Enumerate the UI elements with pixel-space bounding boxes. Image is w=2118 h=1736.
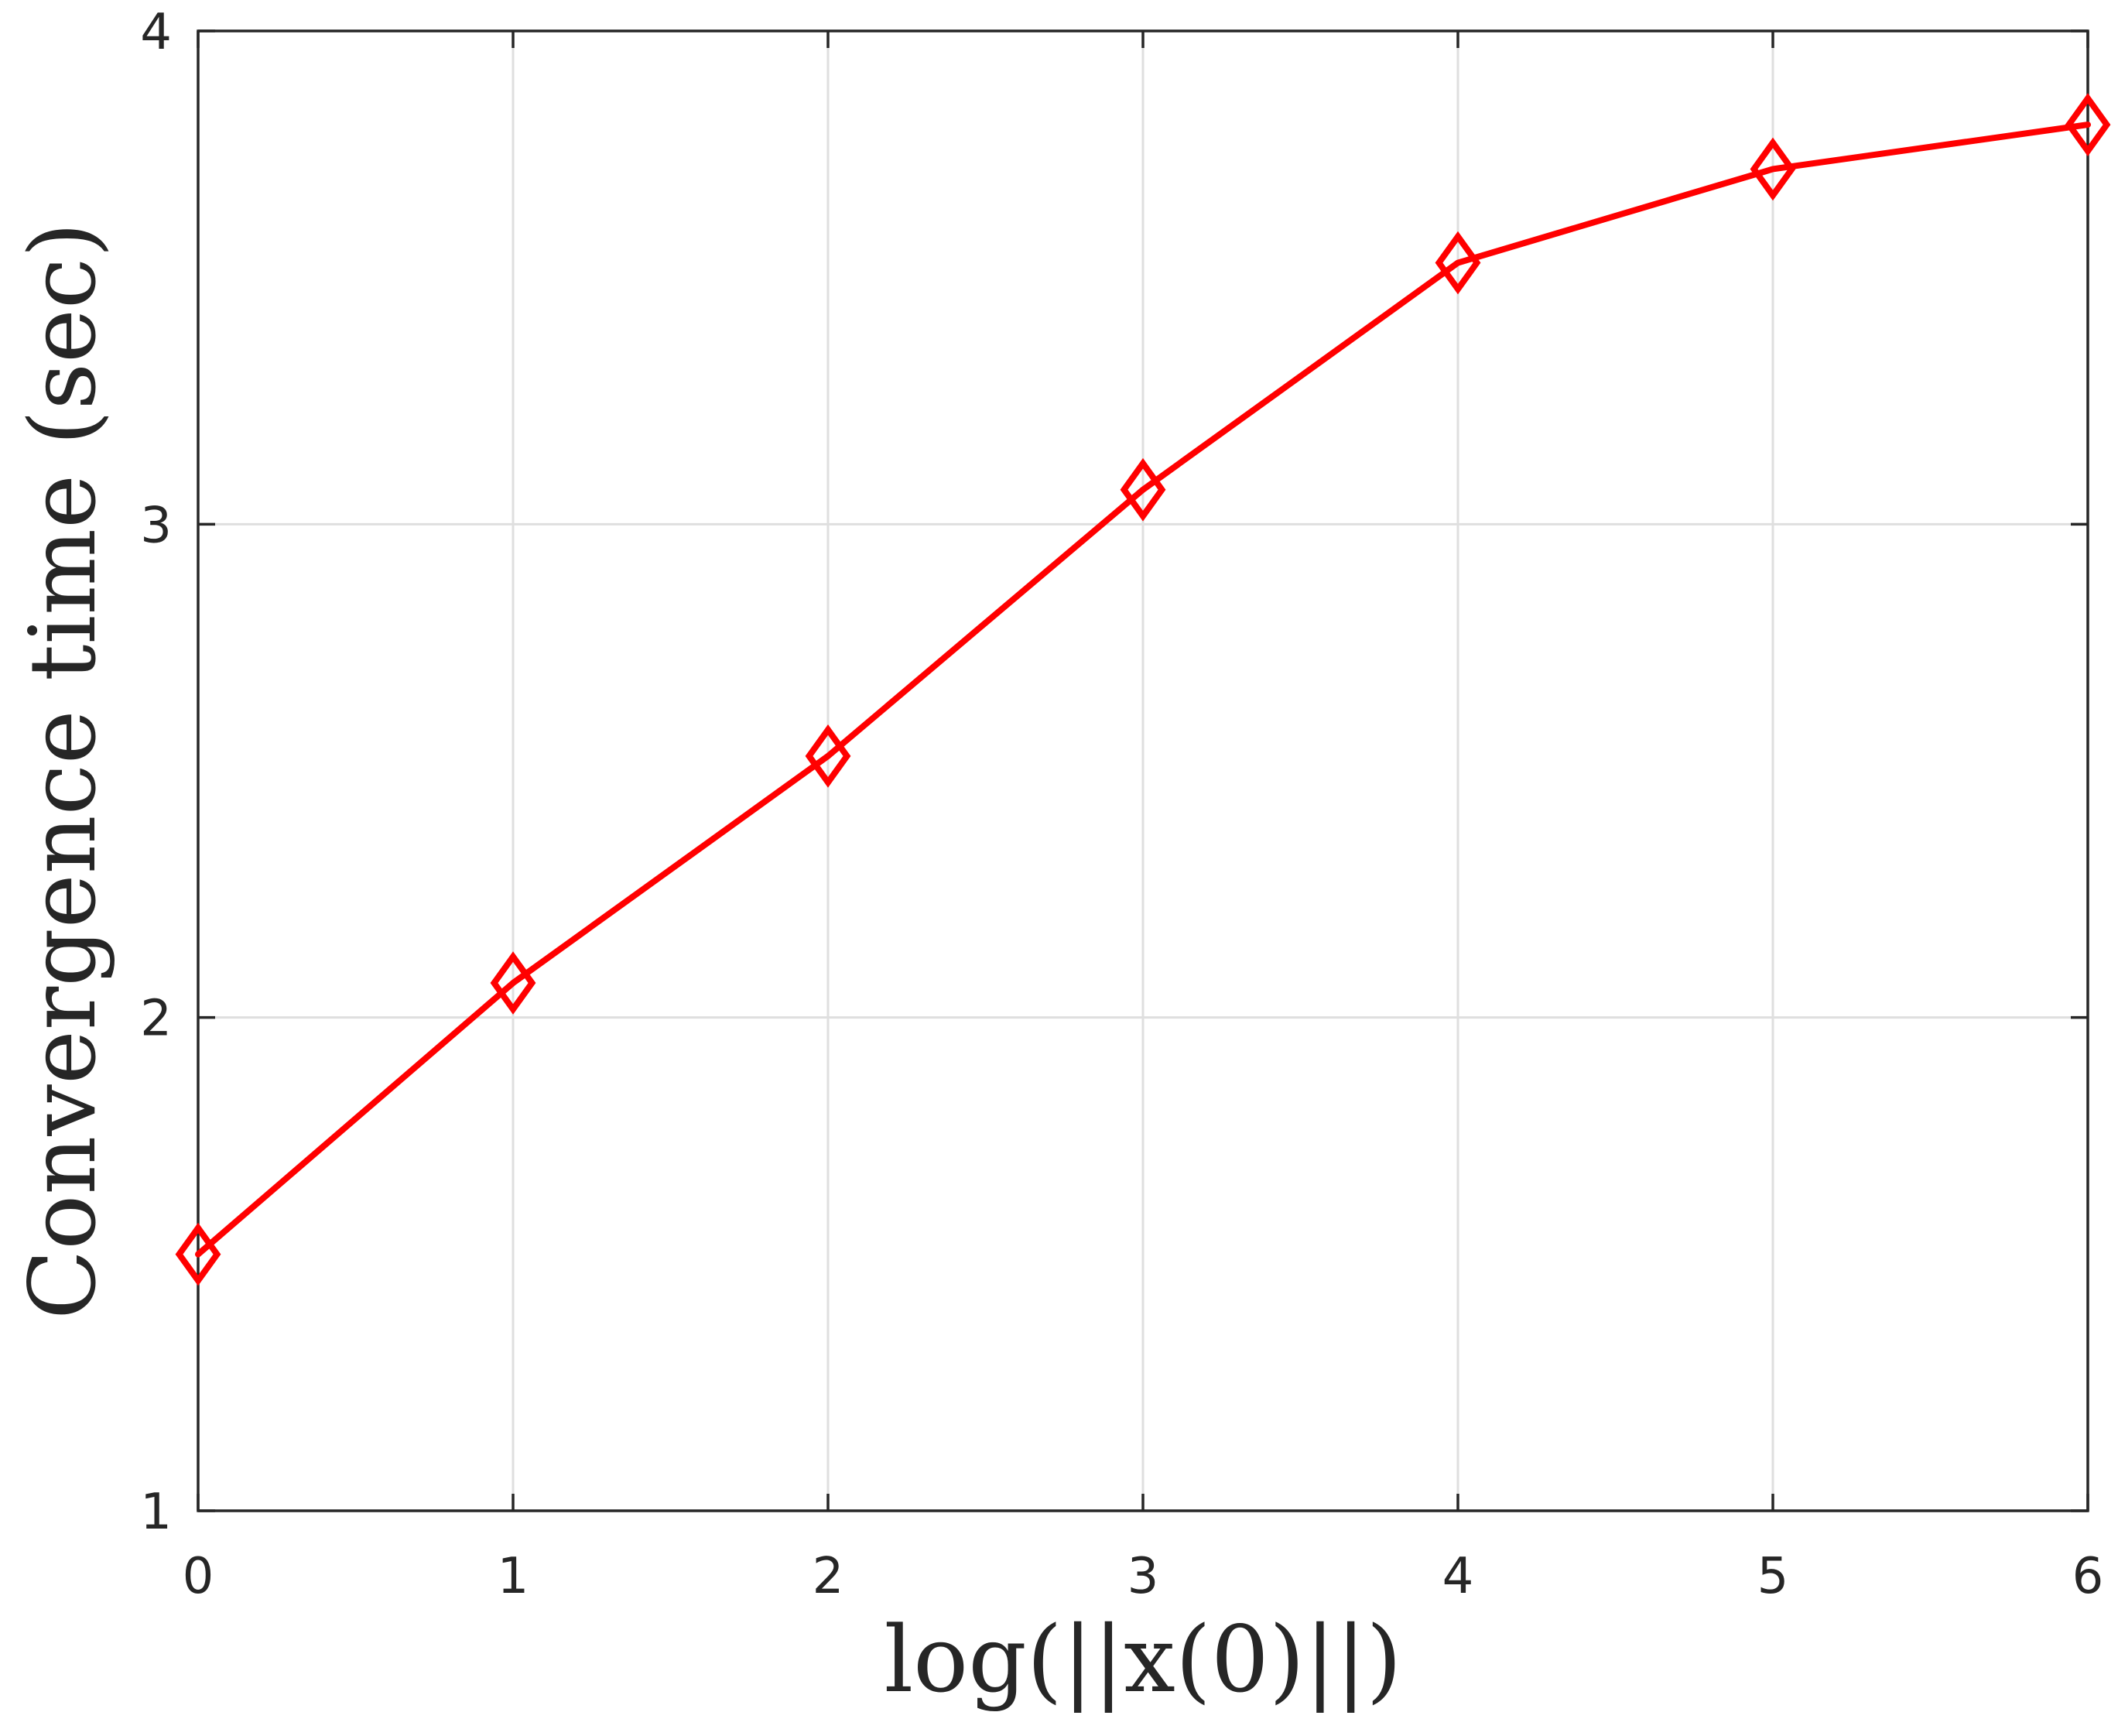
- y-tick-label: 2: [140, 991, 172, 1048]
- data-point-marker: [805, 724, 851, 788]
- data-point-marker: [1120, 457, 1166, 522]
- y-tick-label: 3: [140, 497, 172, 554]
- x-tick-label: 3: [1127, 1548, 1159, 1605]
- y-tick-label: 4: [140, 4, 172, 61]
- x-tick-label: 5: [1757, 1548, 1789, 1605]
- y-tick-label: 1: [140, 1484, 172, 1541]
- x-axis-label: log(||x(0)||): [884, 1606, 1401, 1713]
- data-point-marker: [2065, 93, 2111, 156]
- series-layer: [175, 93, 2111, 1286]
- x-tick-label: 2: [813, 1548, 844, 1605]
- x-tick-label: 4: [1442, 1548, 1474, 1605]
- x-tick-label: 0: [183, 1548, 214, 1605]
- x-tick-labels: 0 1 2 3 4 5 6: [183, 1548, 2104, 1605]
- y-axis-label: Convergence time (sec): [9, 222, 116, 1320]
- series-line: [195, 122, 2091, 1258]
- x-tick-label: 6: [2072, 1548, 2104, 1605]
- data-point-marker: [1435, 231, 1481, 295]
- data-point-marker: [175, 1222, 221, 1286]
- y-tick-labels: 1 2 3 4: [140, 4, 172, 1541]
- data-point-marker: [490, 951, 536, 1015]
- tick-marks: [197, 29, 2089, 1512]
- x-tick-label: 1: [498, 1548, 529, 1605]
- grid-lines: [198, 31, 2088, 1511]
- data-point-marker: [1750, 137, 1796, 201]
